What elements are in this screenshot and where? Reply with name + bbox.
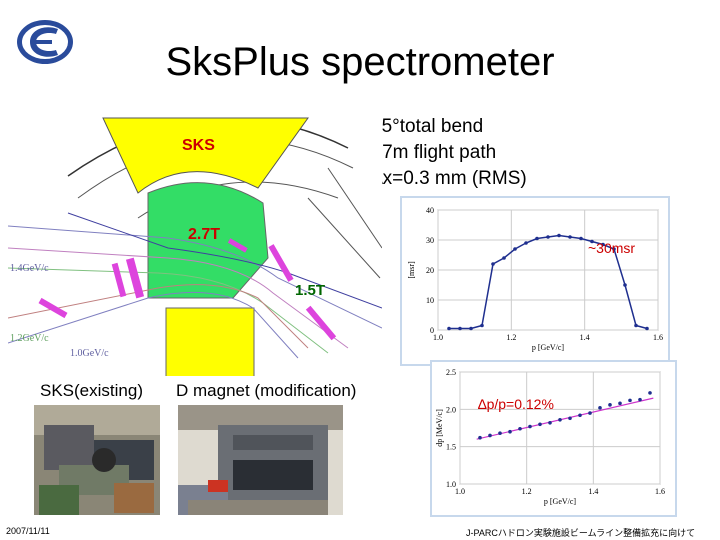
x-tick-label: 1.2 <box>506 333 516 342</box>
y-tick-label: 1.0 <box>446 480 456 489</box>
x-tick-label: 1.2 <box>522 487 532 496</box>
y-tick-label: 2.0 <box>446 405 456 414</box>
data-point <box>458 326 462 331</box>
data-point <box>638 397 642 402</box>
data-point <box>518 426 522 431</box>
chart-annotation: ~30msr <box>588 240 635 256</box>
momentum-label: 1.4GeV/c <box>10 263 49 274</box>
y-tick-label: 0 <box>430 326 434 335</box>
sks-label: SKS <box>182 137 215 154</box>
y-tick-label: 30 <box>426 236 434 245</box>
data-point <box>601 242 605 247</box>
data-point <box>578 413 582 418</box>
page-title: SksPlus spectrometer <box>165 40 555 84</box>
data-point <box>535 236 539 241</box>
data-point <box>568 235 572 239</box>
x-tick-label: 1.6 <box>655 487 665 496</box>
y-tick-label: 1.5 <box>446 443 456 452</box>
y-tick-label: 40 <box>426 206 434 215</box>
data-point <box>558 417 562 422</box>
x-tick-label: 1.0 <box>433 333 443 342</box>
caption-d-magnet: D magnet (modification) <box>176 381 357 400</box>
footer-note: J-PARCハドロン実験施設ビームライン整備拡充に向けて <box>466 528 696 538</box>
data-point <box>528 424 532 429</box>
d-magnet-photo-drawing <box>178 405 343 515</box>
field-label-1-5t: 1.5T <box>295 282 326 299</box>
data-point <box>648 391 652 395</box>
data-point <box>588 411 592 415</box>
field-label-2-7t: 2.7T <box>188 226 221 243</box>
momentum-label: 1.0GeV/c <box>70 348 109 359</box>
data-point <box>447 326 451 331</box>
data-point <box>548 420 552 425</box>
y-axis-label: [msr] <box>407 261 416 279</box>
footer-date: 2007/11/11 <box>6 526 50 536</box>
momentum-label: 1.2GeV/c <box>10 333 49 344</box>
fit-line <box>476 397 654 440</box>
y-tick-label: 20 <box>426 266 434 275</box>
spectrometer-diagram: SKS 2.7T 1.5T 1.4GeV/c 1.2GeV/c 1.0GeV/c <box>8 98 382 376</box>
acceptance-chart: 0 10 20 30 40 1.0 1.2 1.4 1.6 p [GeV/c] [msr] ~30ms… <box>400 196 670 366</box>
chart-annotation: ∆p/p=0.12% <box>478 396 554 412</box>
data-point <box>513 247 517 251</box>
data-point <box>502 256 506 260</box>
data-point <box>491 262 495 266</box>
data-point <box>546 235 550 239</box>
spectrometer-drawing <box>8 117 382 376</box>
caption-sks-existing: SKS(existing) <box>40 381 143 400</box>
d-magnet-photo <box>178 405 343 515</box>
data-point <box>608 403 612 407</box>
data-point <box>478 435 482 440</box>
data-point <box>628 398 632 403</box>
x-axis-label: p [GeV/c] <box>544 497 577 506</box>
data-point <box>524 241 528 245</box>
x-tick-label: 1.0 <box>455 487 465 496</box>
data-point <box>557 233 561 238</box>
x-tick-label: 1.4 <box>588 487 598 496</box>
plot-area <box>459 371 661 485</box>
y-tick-label: 2.5 <box>446 368 456 377</box>
data-point <box>538 422 542 427</box>
resolution-chart: 1.0 1.5 2.0 2.5 1.0 1.2 1.4 1.6 p [GeV/c] dp [MeV… <box>430 360 677 517</box>
sks-photo <box>34 405 160 515</box>
data-point <box>618 401 622 406</box>
y-tick-label: 10 <box>426 296 434 305</box>
bullet-item: 95°total bend <box>371 116 484 137</box>
bullet-item: ∆x=0.3 mm (RMS) <box>371 168 527 189</box>
data-point <box>488 433 492 438</box>
y-axis-label: dp [MeV/c] <box>435 409 444 447</box>
bullet-item: ~7m flight path <box>371 142 497 163</box>
data-point <box>645 326 649 331</box>
data-point <box>469 326 473 331</box>
data-point <box>598 406 602 410</box>
data-point <box>568 416 572 421</box>
logo <box>17 20 73 64</box>
acceptance-chart-svg: 0 10 20 30 40 1.0 1.2 1.4 1.6 p [GeV/c] [msr] ~30ms… <box>407 206 663 352</box>
resolution-chart-svg: 1.0 1.5 2.0 2.5 1.0 1.2 1.4 1.6 p [GeV/c] dp [MeV… <box>435 368 665 506</box>
x-tick-label: 1.4 <box>580 333 590 342</box>
data-point <box>498 431 502 436</box>
data-point <box>508 429 512 434</box>
data-point <box>634 323 638 328</box>
x-axis-label: p [GeV/c] <box>532 343 565 352</box>
data-point <box>579 236 583 241</box>
sks-photo-drawing <box>34 405 160 515</box>
x-tick-label: 1.6 <box>653 333 663 342</box>
data-point <box>612 247 616 251</box>
data-point <box>590 239 594 244</box>
data-point <box>480 323 484 328</box>
data-point <box>623 283 627 287</box>
